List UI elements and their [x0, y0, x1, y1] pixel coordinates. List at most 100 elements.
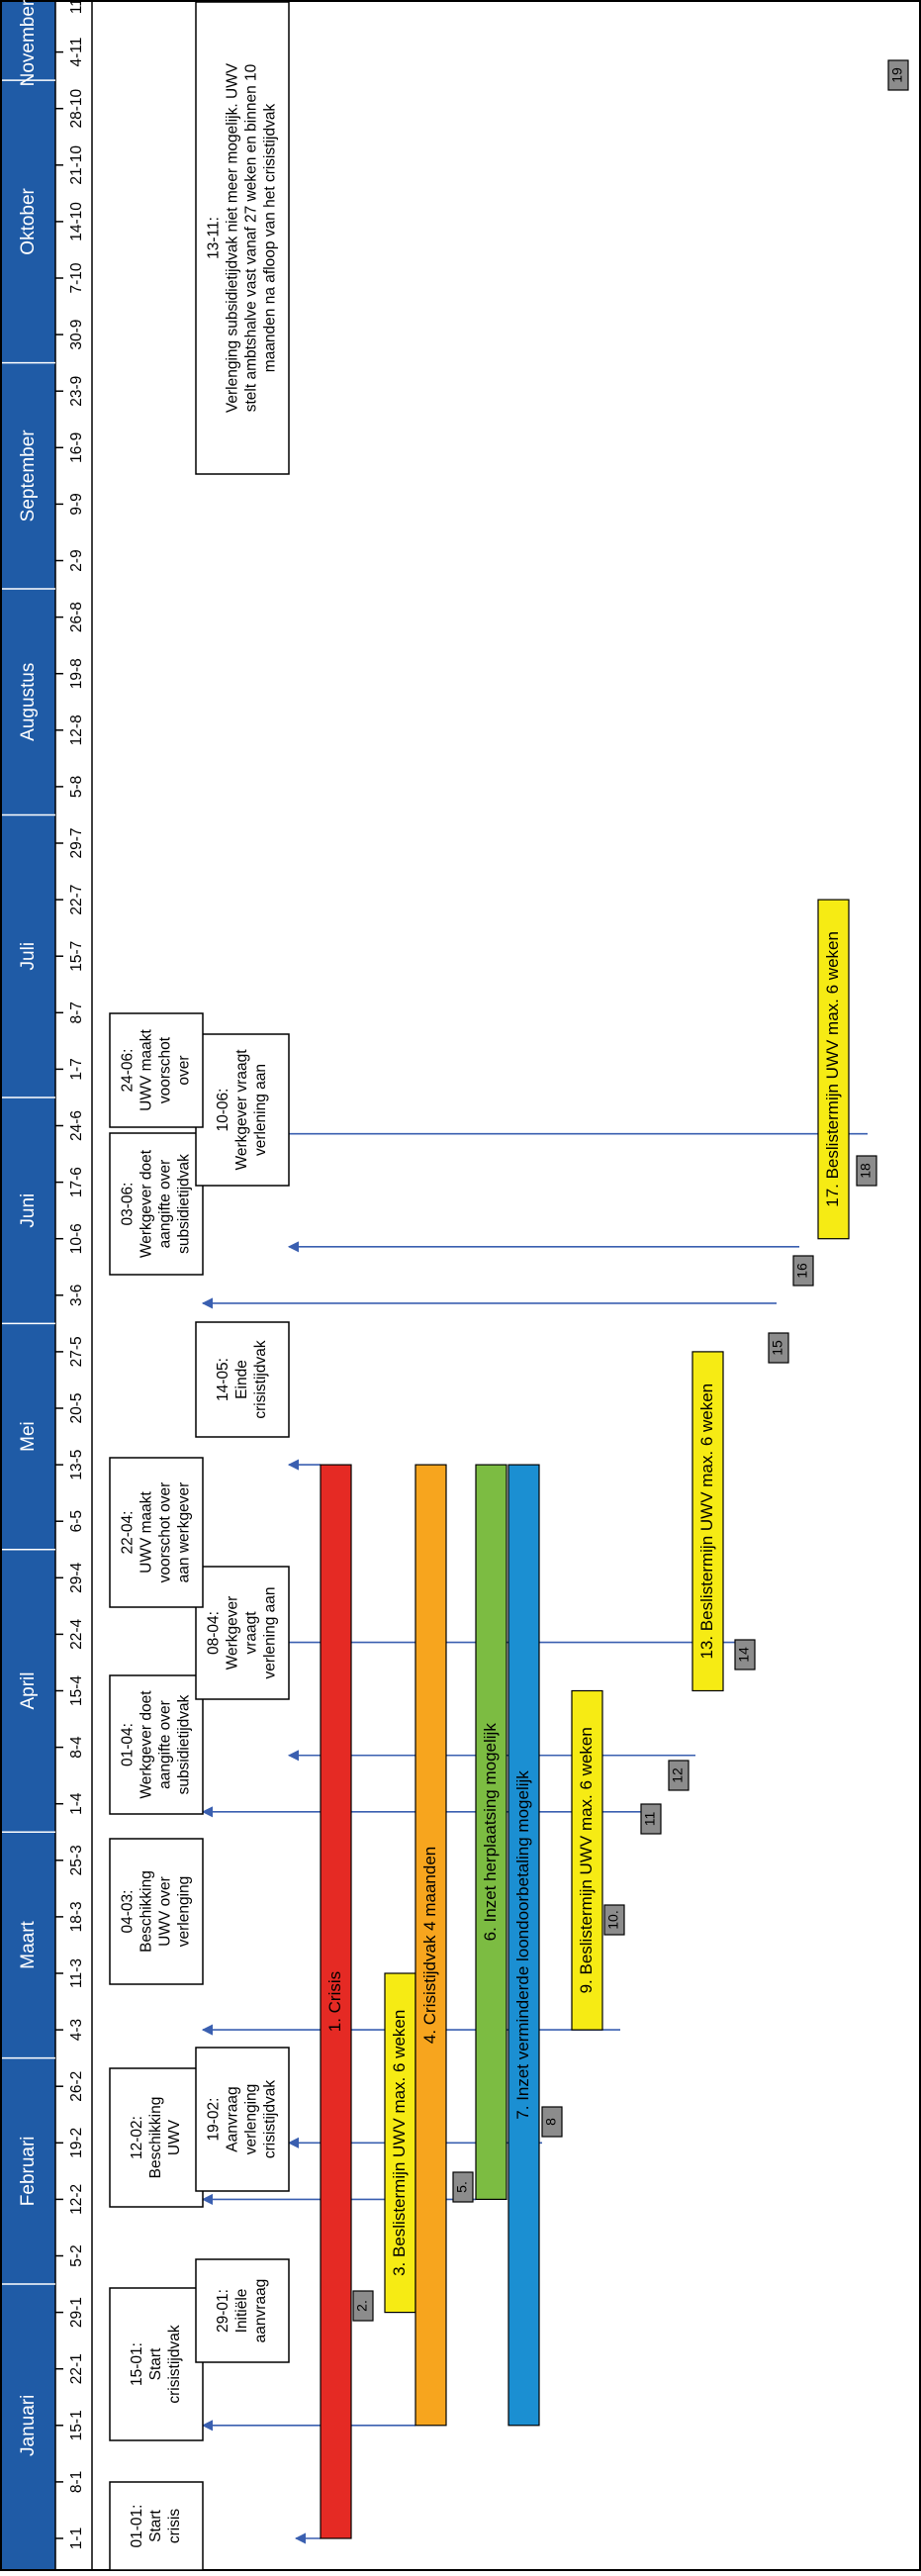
badge-box	[541, 2106, 563, 2138]
date-label-15-7: 15-7	[68, 941, 85, 972]
badge-box	[668, 1760, 690, 1791]
annotation-3: 29-01: Initiële aanvraag	[195, 2258, 290, 2363]
date-label-8-4: 8-4	[68, 1736, 85, 1759]
date-label-24-6: 24-6	[68, 1110, 85, 1141]
date-label-13-5: 13-5	[68, 1450, 85, 1480]
annotation-line: 22-04:	[120, 1511, 137, 1555]
annotation-line: UWV maakt	[138, 1490, 155, 1573]
date-label-16-9: 16-9	[68, 432, 85, 463]
bar-label: 4. Crisistijdvak 4 maanden	[420, 1847, 439, 2044]
annotation-box	[109, 1132, 204, 1276]
badge-8: 8	[541, 2106, 563, 2138]
badge-19: 19	[887, 59, 909, 91]
annotation-13: 24-06: UWV maakt voorschot over	[109, 1012, 204, 1128]
date-label-3-6: 3-6	[68, 1285, 85, 1306]
annotation-12: 10-06: Werkgever vraagt verlening aan	[195, 1033, 290, 1187]
annotation-line: crisistijdvak	[166, 2325, 183, 2403]
date-label-30-9: 30-9	[68, 320, 85, 350]
annotation-line: 08-04:	[206, 1611, 223, 1655]
date-label-25-3: 25-3	[68, 1845, 85, 1875]
badge-18: 18	[856, 1155, 877, 1187]
month-label-maart: Maart	[18, 1920, 39, 1968]
date-label-8-7: 8-7	[68, 1002, 85, 1023]
badge-label: 11	[642, 1812, 658, 1827]
date-label-1-4: 1-4	[68, 1792, 85, 1815]
annotation-line: aan werkgever	[176, 1482, 193, 1583]
bar-label: 17. Beslistermijn UWV max. 6 weken	[823, 931, 842, 1207]
badge-label: 18	[858, 1163, 874, 1179]
annotation-box	[109, 2067, 204, 2208]
annotation-box	[109, 2481, 204, 2571]
bar-label: 7. Inzet verminderde loondoorbetaling mo…	[513, 1770, 532, 2120]
badge-label: 14	[736, 1647, 752, 1663]
annotation-line: Beschikking	[138, 1870, 155, 1953]
badge-box	[452, 2171, 474, 2203]
annotation-line: verlenging	[243, 2084, 260, 2155]
annotation-line: Werkgever doet	[138, 1149, 155, 1258]
annotation-box	[109, 1674, 204, 1815]
date-label-5-8: 5-8	[68, 776, 85, 798]
annotation-line: 14-05:	[215, 1358, 231, 1401]
badge-box	[768, 1332, 789, 1364]
badge-label: 5.	[454, 2181, 470, 2193]
annotation-line: Verlenging subsidietijdvak niet meer mog…	[225, 62, 241, 413]
annotation-line: UWV	[166, 2119, 183, 2155]
month-label-juni: Juni	[18, 1193, 39, 1228]
annotation-box	[195, 1566, 290, 1700]
annotation-box	[195, 1321, 290, 1438]
annotation-line: subsidietijdvak	[176, 1154, 193, 1254]
annotation-7: 01-04: Werkgever doet aangifte over subsidi…	[109, 1674, 204, 1815]
annotation-line: UWV over	[157, 1876, 174, 1947]
date-label-12-8: 12-8	[68, 715, 85, 745]
annotation-line: Werkgever	[225, 1596, 241, 1670]
date-label-12-2: 12-2	[68, 2184, 85, 2215]
bar-3: 4. Crisistijdvak 4 maanden	[414, 1464, 447, 2427]
date-label-9-9: 9-9	[68, 493, 85, 515]
annotation-box	[109, 1838, 204, 1985]
annotation-line: verlenging	[176, 1876, 193, 1948]
date-label-7-10: 7-10	[68, 262, 85, 293]
bar-rect	[571, 1689, 603, 2031]
annotation-line: Aanvraag	[225, 2086, 241, 2151]
annotation-line: subsidietijdvak	[176, 1694, 193, 1794]
annotation-line: Einde	[233, 1360, 250, 1399]
badge-box	[887, 59, 909, 91]
date-label-15-4: 15-4	[68, 1675, 85, 1706]
date-label-1-1: 1-1	[68, 2528, 85, 2549]
annotation-box	[195, 1033, 290, 1187]
date-label-14-10: 14-10	[68, 202, 85, 241]
badge-label: 12	[670, 1767, 686, 1783]
annotation-line: 03-06:	[120, 1183, 137, 1226]
badge-label: 2.	[354, 2300, 370, 2312]
date-label-29-7: 29-7	[68, 827, 85, 858]
month-label-januari: Januari	[18, 2395, 39, 2456]
annotation-line: voorschot over	[157, 1482, 174, 1583]
annotation-line: vraagt	[243, 1611, 260, 1655]
annotation-line: 15-01:	[129, 2342, 145, 2386]
badge-2: 2.	[352, 2290, 374, 2322]
annotation-line: maanden na afloop van het crisistijdvak	[262, 104, 279, 373]
bar-rect	[320, 1464, 352, 2539]
date-label-21-10: 21-10	[68, 145, 85, 185]
badge-box	[734, 1639, 756, 1670]
bar-4: 6. Inzet herplaatsing mogelijk	[475, 1464, 507, 2200]
badge-5: 5.	[452, 2171, 474, 2203]
date-label-10-6: 10-6	[68, 1223, 85, 1254]
badge-box	[640, 1803, 662, 1835]
badge-label: 15	[770, 1340, 785, 1356]
annotation-box	[195, 2258, 290, 2363]
month-label-april: April	[18, 1671, 39, 1709]
bar-rect	[384, 1972, 416, 2314]
bar-2: 3. Beslistermijn UWV max. 6 weken	[384, 1972, 416, 2314]
annotation-line: crisistijdvak	[262, 2080, 279, 2158]
annotation-line: 19-02:	[206, 2098, 223, 2142]
badge-label: 19	[889, 67, 905, 83]
bar-label: 9. Beslistermijn UWV max. 6 weken	[577, 1727, 596, 1993]
annotation-line: aangifte over	[157, 1160, 174, 1249]
badge-15: 15	[768, 1332, 789, 1364]
badge-10: 10.	[603, 1904, 625, 1936]
annotation-line: 01-01:	[129, 2505, 145, 2548]
annotation-box	[109, 2287, 204, 2441]
date-label-26-8: 26-8	[68, 602, 85, 632]
